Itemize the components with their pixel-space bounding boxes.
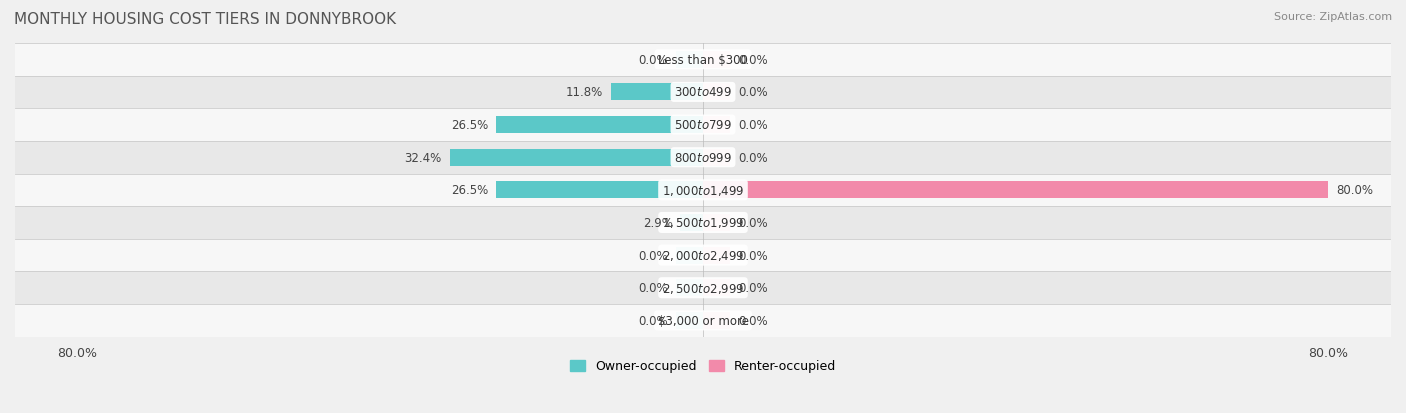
Text: 0.0%: 0.0% — [738, 54, 768, 66]
Text: 0.0%: 0.0% — [638, 249, 668, 262]
Bar — [676, 280, 703, 297]
Text: 0.0%: 0.0% — [738, 151, 768, 164]
Bar — [15, 142, 1391, 174]
Bar — [681, 214, 703, 231]
Text: $1,000 to $1,499: $1,000 to $1,499 — [662, 183, 744, 197]
Text: 0.0%: 0.0% — [738, 314, 768, 327]
Text: 0.0%: 0.0% — [638, 282, 668, 294]
Text: $3,000 or more: $3,000 or more — [658, 314, 748, 327]
Text: 0.0%: 0.0% — [638, 314, 668, 327]
Text: 32.4%: 32.4% — [405, 151, 441, 164]
Legend: Owner-occupied, Renter-occupied: Owner-occupied, Renter-occupied — [565, 355, 841, 377]
Text: $300 to $499: $300 to $499 — [673, 86, 733, 99]
Text: 2.9%: 2.9% — [643, 216, 672, 229]
Text: 0.0%: 0.0% — [738, 86, 768, 99]
Bar — [15, 239, 1391, 272]
Text: $1,500 to $1,999: $1,500 to $1,999 — [662, 216, 744, 230]
Text: 80.0%: 80.0% — [1336, 184, 1374, 197]
Bar — [676, 247, 703, 264]
Bar — [703, 52, 730, 69]
Bar — [703, 117, 730, 134]
Text: 26.5%: 26.5% — [451, 119, 488, 132]
Bar — [703, 312, 730, 329]
Text: $800 to $999: $800 to $999 — [673, 151, 733, 164]
Bar — [15, 174, 1391, 206]
Bar — [703, 247, 730, 264]
Bar — [703, 150, 730, 166]
Bar — [703, 214, 730, 231]
Text: 0.0%: 0.0% — [738, 282, 768, 294]
Text: MONTHLY HOUSING COST TIERS IN DONNYBROOK: MONTHLY HOUSING COST TIERS IN DONNYBROOK — [14, 12, 396, 27]
Text: 0.0%: 0.0% — [638, 54, 668, 66]
Bar — [15, 76, 1391, 109]
Bar — [15, 109, 1391, 142]
Text: $2,500 to $2,999: $2,500 to $2,999 — [662, 281, 744, 295]
Text: 0.0%: 0.0% — [738, 216, 768, 229]
Text: $500 to $799: $500 to $799 — [673, 119, 733, 132]
Bar — [15, 272, 1391, 304]
Text: 0.0%: 0.0% — [738, 119, 768, 132]
Bar — [15, 304, 1391, 337]
Text: 0.0%: 0.0% — [738, 249, 768, 262]
Bar — [676, 52, 703, 69]
Text: 11.8%: 11.8% — [565, 86, 603, 99]
Bar — [15, 44, 1391, 76]
Bar — [703, 182, 1329, 199]
Bar — [496, 182, 703, 199]
Bar — [496, 117, 703, 134]
Text: $2,000 to $2,499: $2,000 to $2,499 — [662, 249, 744, 263]
Bar — [676, 312, 703, 329]
Bar — [450, 150, 703, 166]
Bar — [703, 280, 730, 297]
Bar — [610, 84, 703, 101]
Bar — [703, 84, 730, 101]
Text: 26.5%: 26.5% — [451, 184, 488, 197]
Text: Less than $300: Less than $300 — [658, 54, 748, 66]
Text: Source: ZipAtlas.com: Source: ZipAtlas.com — [1274, 12, 1392, 22]
Bar — [15, 206, 1391, 239]
